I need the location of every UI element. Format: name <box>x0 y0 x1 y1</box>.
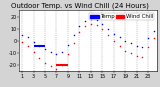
Point <box>49 51 52 53</box>
Point <box>67 44 69 45</box>
Point <box>101 23 104 25</box>
Point <box>130 43 132 44</box>
Point <box>61 65 64 66</box>
Point <box>95 19 98 21</box>
Point <box>32 51 35 53</box>
Point <box>95 24 98 26</box>
Point <box>124 40 127 42</box>
Point <box>38 57 40 59</box>
Point <box>118 37 121 38</box>
Point <box>130 52 132 54</box>
Point <box>72 43 75 44</box>
Point <box>118 45 121 46</box>
Point <box>21 41 23 43</box>
Point <box>136 45 138 46</box>
Point <box>107 28 109 29</box>
Point <box>67 54 69 55</box>
Point <box>55 68 58 70</box>
Text: Outdoor Temp. vs Wind Chill (24 Hours): Outdoor Temp. vs Wind Chill (24 Hours) <box>11 3 149 9</box>
Point <box>147 46 149 48</box>
Point <box>55 54 58 55</box>
Point <box>44 62 46 64</box>
Point <box>61 51 64 53</box>
Point <box>141 56 144 57</box>
Point <box>90 23 92 25</box>
Point <box>44 49 46 50</box>
Point <box>49 66 52 67</box>
Point <box>153 30 155 32</box>
Point <box>27 37 29 38</box>
Point <box>107 34 109 35</box>
Point <box>32 41 35 43</box>
Point <box>101 28 104 29</box>
Point <box>112 40 115 42</box>
Point <box>84 26 86 27</box>
Point <box>141 46 144 48</box>
Point <box>112 33 115 34</box>
Point <box>84 21 86 22</box>
Point <box>124 50 127 51</box>
Point <box>38 45 40 46</box>
Point <box>136 55 138 56</box>
Legend: Temp, Wind Chill: Temp, Wind Chill <box>89 13 154 20</box>
Point <box>27 45 29 46</box>
Point <box>78 26 81 27</box>
Point <box>78 32 81 33</box>
Point <box>147 38 149 39</box>
Point <box>72 34 75 35</box>
Point <box>153 38 155 39</box>
Point <box>21 34 23 35</box>
Point <box>90 18 92 20</box>
